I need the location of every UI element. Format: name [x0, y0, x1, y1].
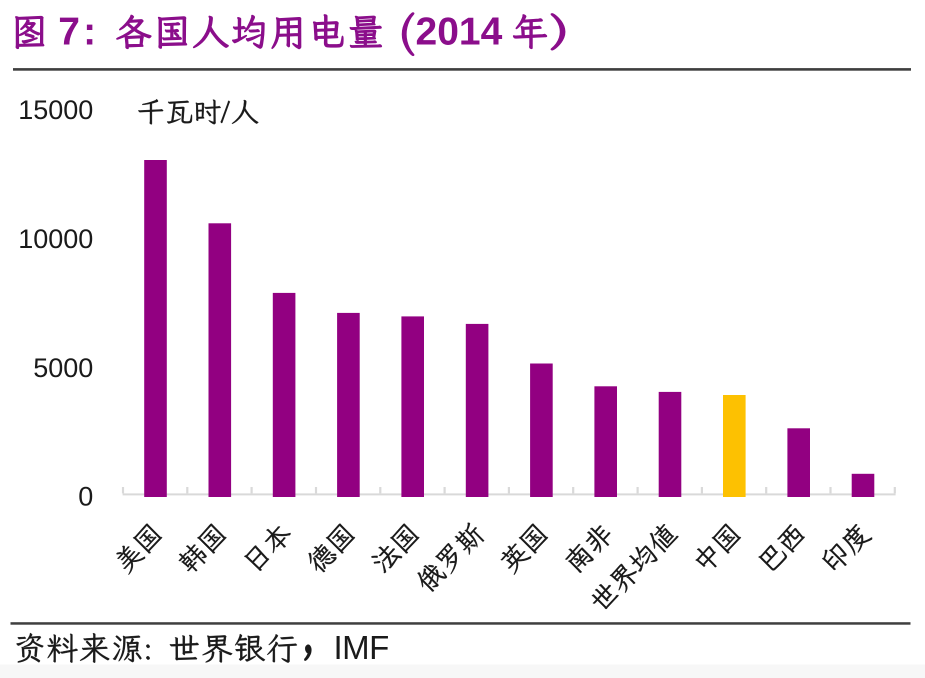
svg-text::: : [83, 11, 96, 54]
svg-text:IMF: IMF [334, 629, 389, 666]
svg-text:7: 7 [58, 11, 80, 54]
svg-text:10000: 10000 [18, 224, 93, 254]
svg-text:15000: 15000 [18, 95, 93, 125]
svg-text:2014: 2014 [416, 11, 503, 54]
svg-text:0: 0 [78, 482, 93, 512]
svg-text:5000: 5000 [33, 353, 93, 383]
